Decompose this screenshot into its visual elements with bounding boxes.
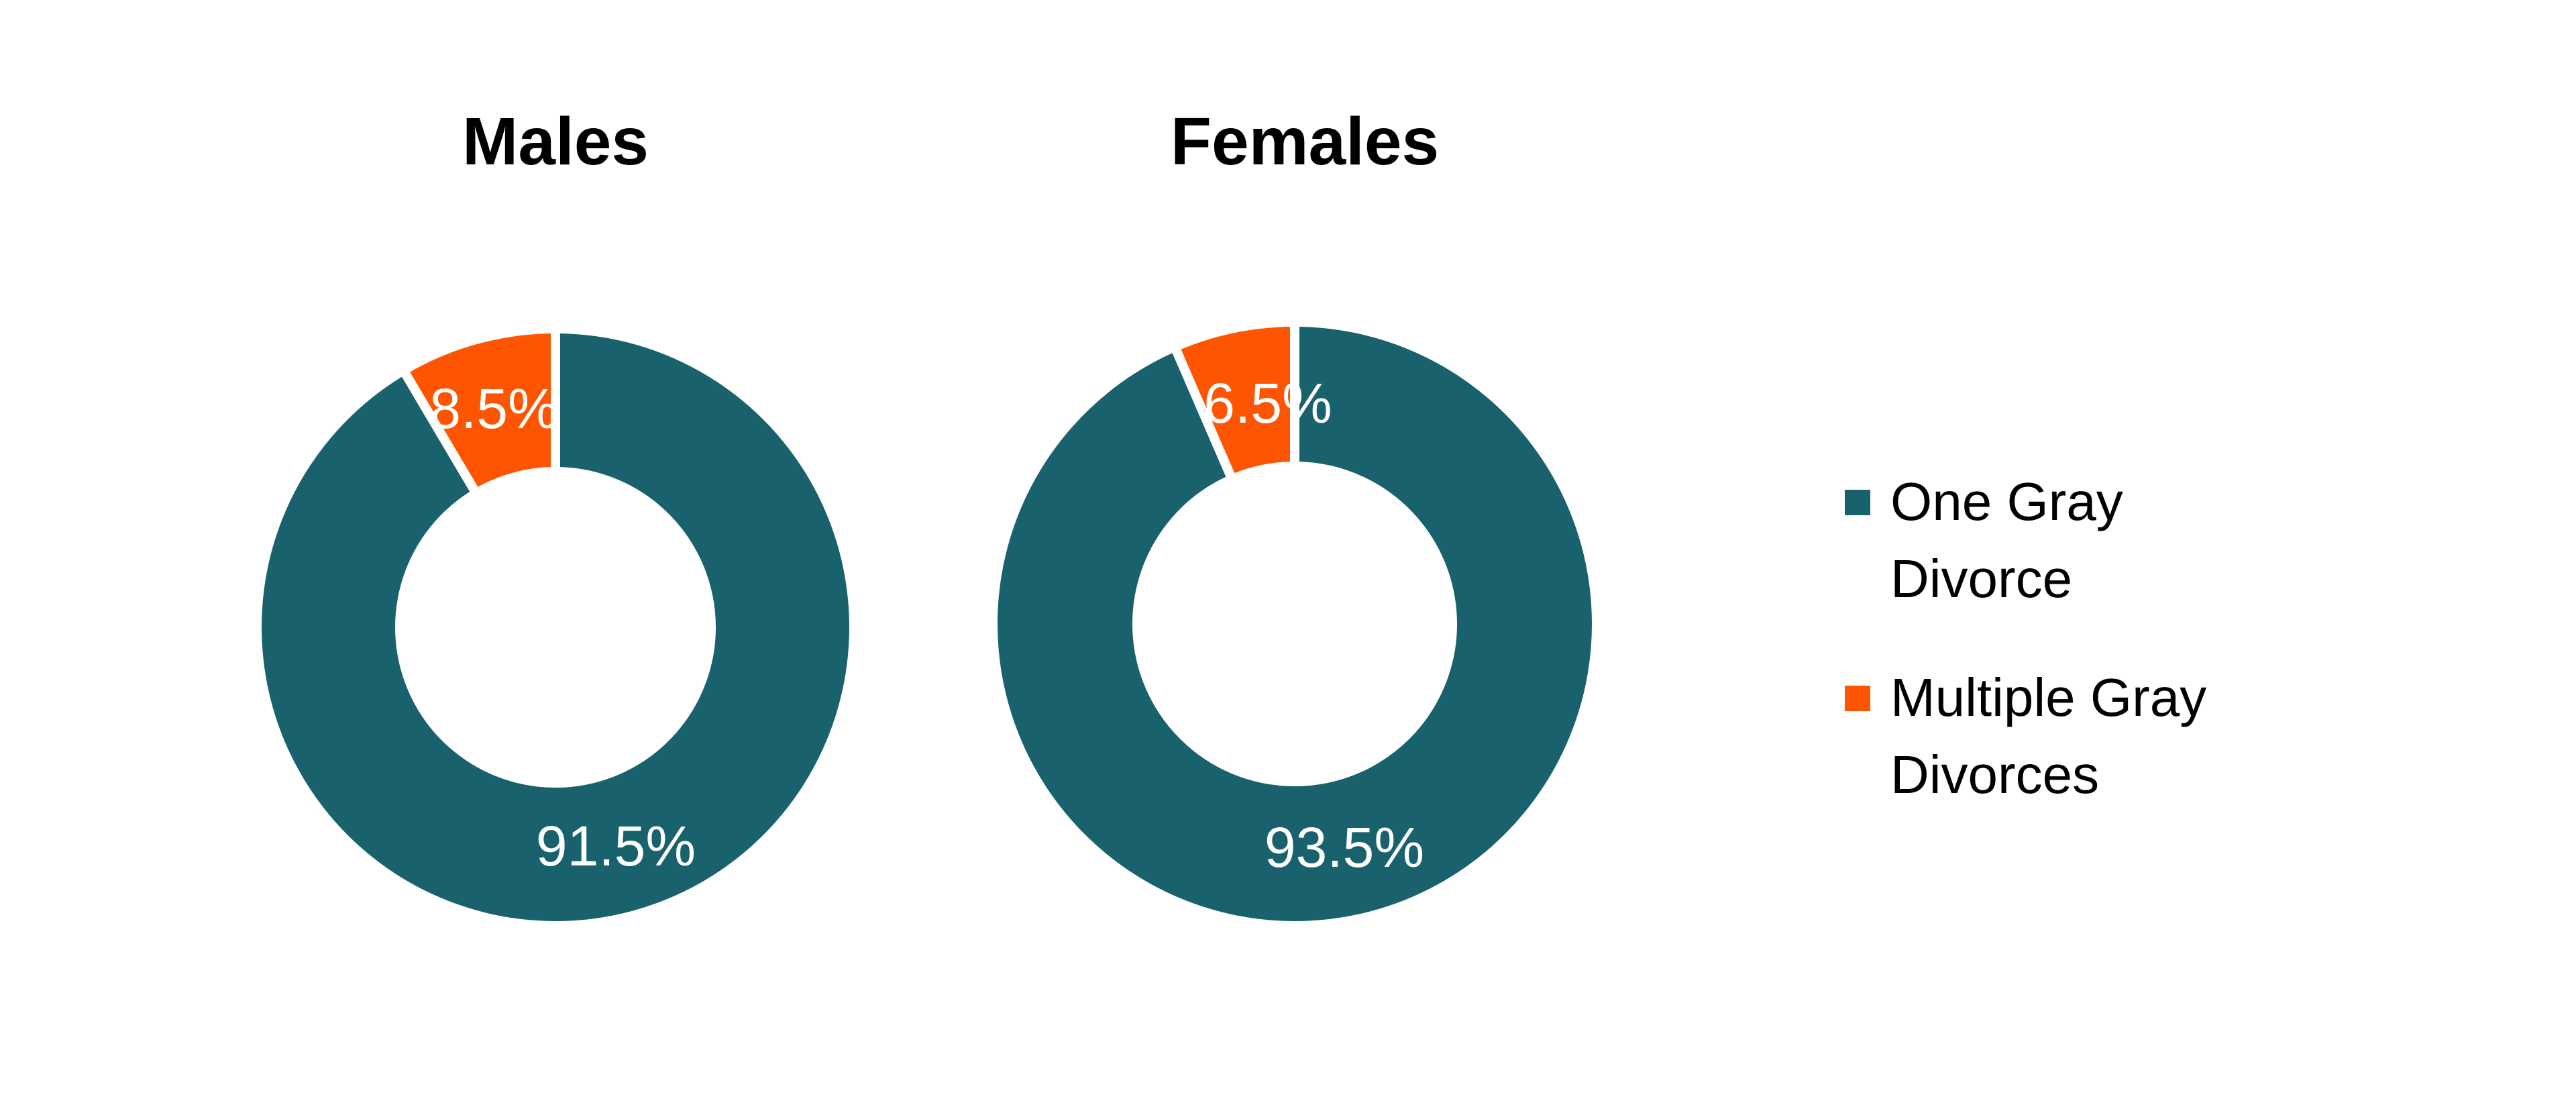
slice-males-multiple-gray-divorces — [396, 323, 560, 500]
legend-label-multiple-gray-divorces-line1: Multiple Gray — [1890, 668, 2206, 727]
donut-females — [988, 317, 1601, 931]
donut-males — [252, 323, 859, 931]
chart-title-females: Females — [1171, 104, 1439, 179]
slice-label-males-multiple: 8.5% — [429, 377, 557, 440]
slice-label-females-one: 93.5% — [1265, 816, 1424, 879]
legend: One Gray Divorce Multiple Gray Divorces — [1845, 472, 2206, 804]
slice-label-males-one: 91.5% — [536, 814, 696, 878]
chart-females: Females 93.5% 6.5% — [988, 104, 1601, 931]
legend-swatch-one-gray-divorce — [1845, 490, 1870, 515]
slice-label-females-multiple: 6.5% — [1203, 372, 1332, 435]
slice-females-multiple-gray-divorces — [1169, 317, 1299, 486]
slice-females-one-gray-divorce — [988, 317, 1601, 931]
chart-title-males: Males — [462, 104, 649, 179]
chart-males: Males 91.5% 8.5% — [252, 104, 859, 931]
legend-swatch-multiple-gray-divorces — [1845, 686, 1870, 711]
slice-males-one-gray-divorce — [252, 323, 859, 931]
legend-label-one-gray-divorce-line2: Divorce — [1890, 549, 2072, 609]
legend-label-one-gray-divorce-line1: One Gray — [1890, 472, 2123, 531]
legend-label-multiple-gray-divorces-line2: Divorces — [1890, 745, 2099, 804]
